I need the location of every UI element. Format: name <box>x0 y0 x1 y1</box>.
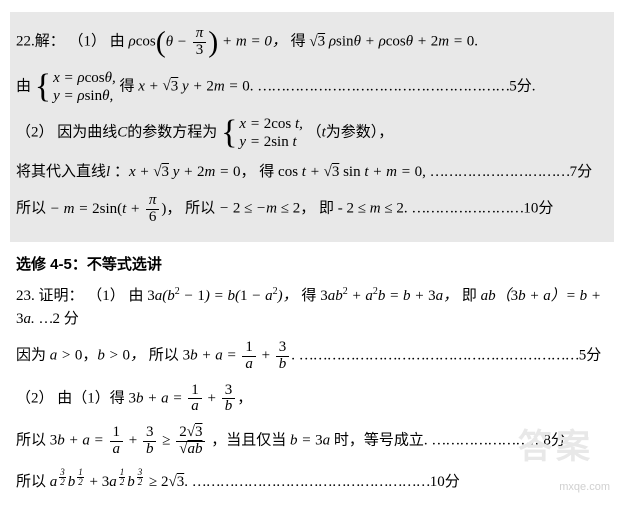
q22-p2c-t3: 即 <box>319 201 334 217</box>
q23-label: 23. 证明： <box>16 288 84 304</box>
q22-p2-C: C <box>117 124 127 140</box>
dots: …………………… <box>411 201 523 217</box>
rparen: ) <box>208 25 218 58</box>
q23-line1: 23. 证明： （1） 由 3a(b2 − 1) = b(1 − a2)， 得 … <box>16 284 608 330</box>
q22-p2b-get: 得 <box>259 164 274 180</box>
dots: ……………………………………………… <box>257 78 509 94</box>
q22-p2b-t1: 将其代入直线 <box>16 164 106 180</box>
q22-p1-e1a: ρ <box>129 34 136 50</box>
q22-p2-t2: 的参数方程为 <box>127 124 217 140</box>
q22-p1-get: 得 <box>291 34 306 50</box>
q23-p2-t1: 由（1）得 <box>57 390 125 406</box>
q22-p1-cos: cos <box>136 34 156 50</box>
q22-p2-lead: （2） <box>16 124 54 140</box>
pts-5: 5分. <box>509 78 535 94</box>
q22-p2b-e1: ：x + 3 y + 2m = 0， <box>114 164 256 180</box>
q23-line3: （2） 由（1）得 3b + a = 1a + 3b， <box>16 383 608 416</box>
q23-p2b-t3: 时，等号成立. <box>334 433 428 449</box>
q22-p1-e1b: + m = 0， <box>222 34 287 50</box>
q22-p2c-e3: - 2 ≤ m ≤ 2. <box>338 201 408 217</box>
q22-p2c-t2: 所以 <box>185 201 215 217</box>
q23-p1-by: 由 <box>129 288 144 304</box>
section-heading: 选修 4-5：不等式选讲 <box>16 254 608 277</box>
q22-p2b-e2: cos t + 3 sin t + m = 0, <box>278 164 426 180</box>
q23-p1-e1: 3a(b2 − 1) = b(1 − a2)， <box>147 288 297 304</box>
q23-p2b-t1: 所以 <box>16 433 46 449</box>
q23-p1b-e1: a > 0，b > 0， <box>50 348 145 364</box>
q23-p2b-t2: ，当且仅当 <box>211 433 286 449</box>
q23-p2-lead: （2） <box>16 390 54 406</box>
q22-line4: 将其代入直线l ：x + 3 y + 2m = 0， 得 cos t + 3 s… <box>16 161 608 184</box>
q22-p2-t1: 因为曲线 <box>57 124 117 140</box>
q22-block: 22.解： （1） 由 ρcos(θ − π3) + m = 0， 得 3 ρs… <box>10 12 614 242</box>
q22-line3: （2） 因为曲线C的参数方程为 { x = 2cos t, y = 2sin t… <box>16 115 608 151</box>
q23-line2: 因为 a > 0，b > 0， 所以 3b + a = 1a + 3b. ………… <box>16 340 608 373</box>
q22-p1-by: 由 <box>110 34 125 50</box>
q23-p1-lead: （1） <box>87 288 125 304</box>
q23-p2c-t1: 所以 <box>16 474 46 490</box>
q23-p1b-t1: 因为 <box>16 348 46 364</box>
q22-p2c-t1: 所以 <box>16 201 46 217</box>
pts-7: 7分 <box>570 164 593 180</box>
q22-p1-lead: （1） <box>69 34 107 50</box>
q22-p1-in: θ − π3 <box>166 34 209 50</box>
q23-p1-ie: 即 <box>462 288 477 304</box>
q22-p2-t3: （t为参数）， <box>307 124 394 140</box>
q22-p1b-expr: x + 3 y + 2m = 0. <box>138 78 253 94</box>
brace-1: { x = ρcosθ, y = ρsinθ, <box>35 69 116 105</box>
q23-p1-e2: 3ab2 + a2b = b + 3a， <box>320 288 458 304</box>
q22-p1b-by: 由 <box>16 78 31 94</box>
pts-10: 10分 <box>523 201 553 217</box>
q22-p2c-e2: − 2 ≤ −m ≤ 2， <box>219 201 315 217</box>
q23-p1b-t2: 所以 <box>149 348 179 364</box>
q22-p1b-get: 得 <box>119 78 134 94</box>
q23-p1b-lhs: 3b + a = <box>183 348 241 364</box>
dots: ………………………… <box>430 164 570 180</box>
q22-line1: 22.解： （1） 由 ρcos(θ − π3) + m = 0， 得 3 ρs… <box>16 26 608 59</box>
q22-line5: 所以 − m = 2sin(t + π6)， 所以 − 2 ≤ −m ≤ 2， … <box>16 193 608 226</box>
q22-line2: 由 { x = ρcosθ, y = ρsinθ, 得 x + 3 y + 2m… <box>16 69 608 105</box>
q22-p2c-ea: − m = 2sin(t + π6)， <box>50 201 182 217</box>
brace-2: { x = 2cos t, y = 2sin t <box>221 115 303 151</box>
lparen: ( <box>156 25 166 58</box>
q23-line4: 所以 3b + a = 1a + 3b ≥ 23ab ，当且仅当 b = 3a … <box>16 425 608 458</box>
q22-label: 22.解： <box>16 34 65 50</box>
q23-line5: 所以 a32b12 + 3a12b32 ≥ 23. ……………………………………… <box>16 468 608 494</box>
q22-l: l <box>106 164 110 180</box>
q23-p1-get: 得 <box>301 288 316 304</box>
